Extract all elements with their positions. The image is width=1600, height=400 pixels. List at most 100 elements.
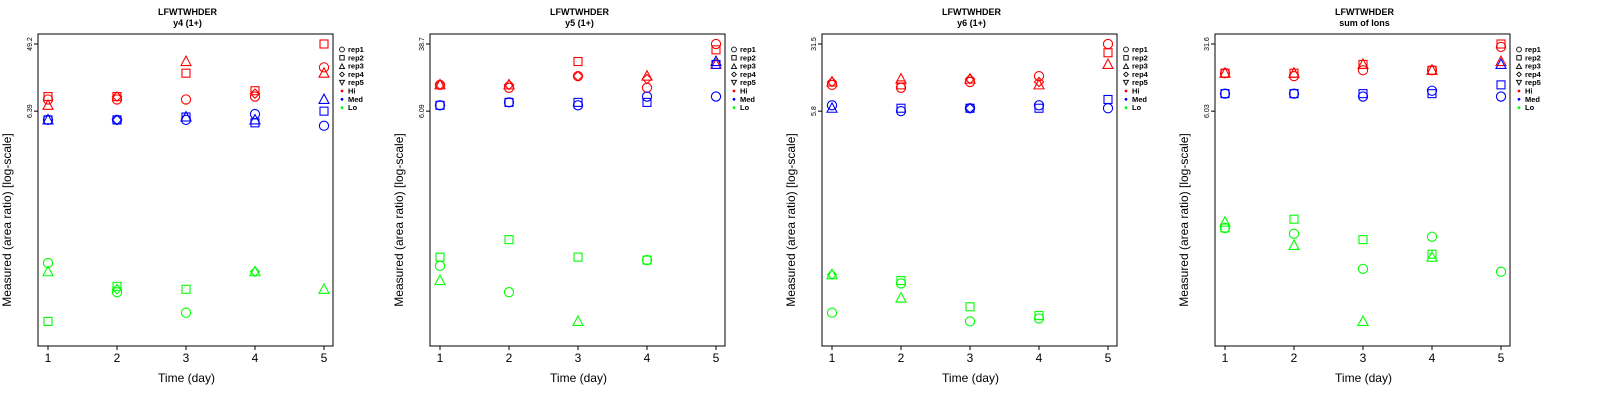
data-point — [318, 120, 330, 131]
data-point — [1357, 65, 1369, 76]
data-point — [1288, 88, 1300, 99]
x-tick-label: 1 — [45, 351, 52, 365]
data-point — [504, 97, 514, 107]
legend-label: rep3 — [1132, 62, 1148, 71]
legend-marker — [1124, 89, 1128, 93]
legend-marker — [1124, 106, 1128, 109]
data-point — [896, 103, 906, 113]
legend-label: Lo — [348, 103, 358, 112]
legend-marker — [1123, 55, 1129, 61]
chart-title: LFWTWHDER — [942, 7, 1001, 17]
legend-label: rep1 — [740, 45, 756, 54]
data-point — [1219, 88, 1231, 99]
x-tick-label: 1 — [437, 351, 444, 365]
data-point — [112, 281, 122, 291]
legend-label: Med — [740, 95, 755, 104]
data-point — [1102, 38, 1114, 50]
data-point — [965, 302, 975, 312]
data-point — [826, 76, 838, 88]
data-point — [180, 110, 192, 122]
chart-subtitle: y6 (1+) — [957, 18, 986, 28]
legend-marker — [338, 62, 346, 69]
legend-marker — [340, 89, 344, 93]
x-tick-label: 5 — [713, 351, 720, 365]
legend-label: rep5 — [1132, 78, 1148, 87]
y-tick-label: 5.8 — [811, 106, 818, 116]
x-tick-label: 4 — [644, 351, 651, 365]
data-point — [895, 82, 907, 93]
legend-label: rep4 — [740, 70, 757, 79]
y-tick-label: 6.39 — [27, 104, 34, 118]
legend-marker — [339, 55, 345, 61]
data-point — [42, 113, 54, 125]
x-tick-label: 2 — [898, 351, 905, 365]
data-point — [1103, 94, 1113, 105]
data-point — [642, 97, 652, 107]
legend-marker — [340, 97, 344, 101]
data-point — [249, 113, 261, 125]
data-point — [895, 291, 907, 303]
data-point — [1034, 103, 1044, 113]
data-point — [1357, 91, 1369, 102]
x-tick-label: 2 — [506, 351, 513, 365]
y-axis-label: Measured (area ratio) [log-scale] — [1177, 133, 1191, 306]
data-point — [1288, 228, 1300, 239]
data-point — [181, 284, 191, 294]
data-point — [1495, 41, 1507, 53]
legend-marker — [732, 106, 736, 109]
legend-marker — [339, 46, 345, 53]
data-point — [503, 79, 515, 91]
legend-label: rep5 — [740, 78, 756, 87]
legend-label: Med — [1132, 95, 1147, 104]
data-point — [1219, 215, 1231, 227]
legend-marker — [1123, 46, 1129, 53]
data-point — [180, 94, 192, 105]
data-point — [1495, 266, 1507, 277]
y-tick-label: 49.2 — [27, 37, 34, 51]
data-point — [319, 39, 329, 49]
legend-label: rep1 — [1132, 45, 1148, 54]
data-point — [573, 97, 583, 107]
data-point — [111, 91, 123, 102]
data-point — [434, 79, 446, 91]
x-tick-label: 2 — [1291, 351, 1298, 365]
data-point — [895, 106, 907, 117]
data-point — [964, 103, 976, 114]
data-point — [1357, 314, 1369, 326]
legend-label: Hi — [1525, 87, 1533, 96]
data-point — [1495, 91, 1507, 102]
data-point — [434, 273, 446, 286]
legend-label: rep5 — [348, 78, 364, 87]
y-axis-label: Measured (area ratio) [log-scale] — [784, 133, 798, 306]
legend-marker — [730, 79, 738, 86]
x-tick-label: 2 — [114, 351, 121, 365]
x-tick-label: 5 — [1105, 351, 1112, 365]
data-point — [641, 69, 653, 81]
y-axis-label: Measured (area ratio) [log-scale] — [0, 133, 14, 306]
data-point — [1033, 313, 1045, 324]
legend-marker — [1122, 79, 1130, 86]
data-point — [318, 66, 330, 78]
y-tick-label: 31.6 — [1204, 37, 1211, 51]
legend-label: rep3 — [740, 62, 756, 71]
data-point — [573, 56, 583, 67]
data-point — [249, 91, 261, 102]
data-point — [1033, 100, 1045, 111]
legend-marker — [1517, 89, 1521, 93]
data-point — [111, 114, 123, 126]
data-point — [895, 278, 907, 289]
data-point — [43, 316, 53, 326]
chart-subtitle: y4 (1+) — [173, 18, 202, 28]
x-tick-label: 3 — [183, 351, 190, 365]
data-point — [1426, 85, 1438, 96]
data-point — [112, 92, 122, 102]
legend-marker — [1515, 62, 1523, 69]
plot-frame — [821, 33, 1118, 347]
data-point — [434, 100, 446, 111]
data-point — [1102, 57, 1114, 69]
legend-marker — [1124, 97, 1128, 101]
x-tick-label: 1 — [829, 351, 836, 365]
